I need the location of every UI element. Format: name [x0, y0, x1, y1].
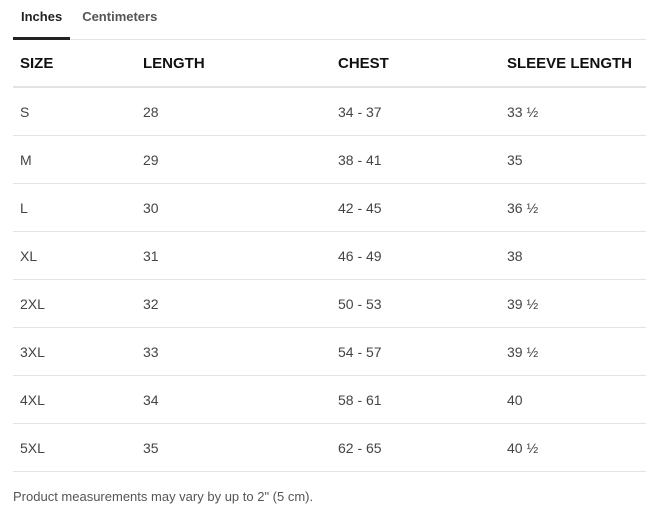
table-row: M 29 38 - 41 35 [13, 135, 646, 184]
cell-length: 34 [136, 375, 331, 424]
cell-length: 35 [136, 423, 331, 472]
cell-chest: 50 - 53 [331, 279, 500, 328]
table-row: S 28 34 - 37 33 ½ [13, 87, 646, 136]
cell-length: 29 [136, 135, 331, 184]
cell-length: 31 [136, 231, 331, 280]
cell-chest: 54 - 57 [331, 327, 500, 376]
cell-chest: 34 - 37 [331, 87, 500, 136]
cell-length: 33 [136, 327, 331, 376]
tab-inches[interactable]: Inches [13, 0, 71, 40]
cell-size: XL [13, 231, 136, 280]
cell-sleeve-length: 39 ½ [500, 327, 646, 376]
cell-chest: 46 - 49 [331, 231, 500, 280]
unit-tabs: Inches Centimeters [13, 0, 646, 40]
cell-size: S [13, 87, 136, 136]
cell-chest: 62 - 65 [331, 423, 500, 472]
cell-length: 32 [136, 279, 331, 328]
cell-size: M [13, 135, 136, 184]
table-row: XL 31 46 - 49 38 [13, 231, 646, 280]
cell-size: 3XL [13, 327, 136, 376]
header-sleeve-length: SLEEVE LENGTH [500, 40, 646, 88]
cell-sleeve-length: 39 ½ [500, 279, 646, 328]
header-size: SIZE [13, 40, 136, 88]
table-row: 4XL 34 58 - 61 40 [13, 375, 646, 424]
cell-chest: 58 - 61 [331, 375, 500, 424]
cell-size: 2XL [13, 279, 136, 328]
cell-sleeve-length: 36 ½ [500, 183, 646, 232]
cell-length: 30 [136, 183, 331, 232]
cell-sleeve-length: 40 [500, 375, 646, 424]
tab-centimeters[interactable]: Centimeters [82, 9, 158, 24]
cell-sleeve-length: 40 ½ [500, 423, 646, 472]
cell-chest: 42 - 45 [331, 183, 500, 232]
table-row: 3XL 33 54 - 57 39 ½ [13, 327, 646, 376]
cell-length: 28 [136, 87, 331, 136]
size-chart-table: SIZE LENGTH CHEST SLEEVE LENGTH S 28 34 - … [13, 40, 646, 472]
table-row: 2XL 32 50 - 53 39 ½ [13, 279, 646, 328]
header-row: SIZE LENGTH CHEST SLEEVE LENGTH [13, 40, 646, 88]
cell-sleeve-length: 33 ½ [500, 87, 646, 136]
table-row: L 30 42 - 45 36 ½ [13, 183, 646, 232]
header-chest: CHEST [331, 40, 500, 88]
measurement-note: Product measurements may vary by up to 2… [13, 489, 314, 504]
cell-size: 4XL [13, 375, 136, 424]
table-row: 5XL 35 62 - 65 40 ½ [13, 423, 646, 472]
cell-size: 5XL [13, 423, 136, 472]
header-length: LENGTH [136, 40, 331, 88]
cell-sleeve-length: 38 [500, 231, 646, 280]
cell-sleeve-length: 35 [500, 135, 646, 184]
cell-size: L [13, 183, 136, 232]
cell-chest: 38 - 41 [331, 135, 500, 184]
